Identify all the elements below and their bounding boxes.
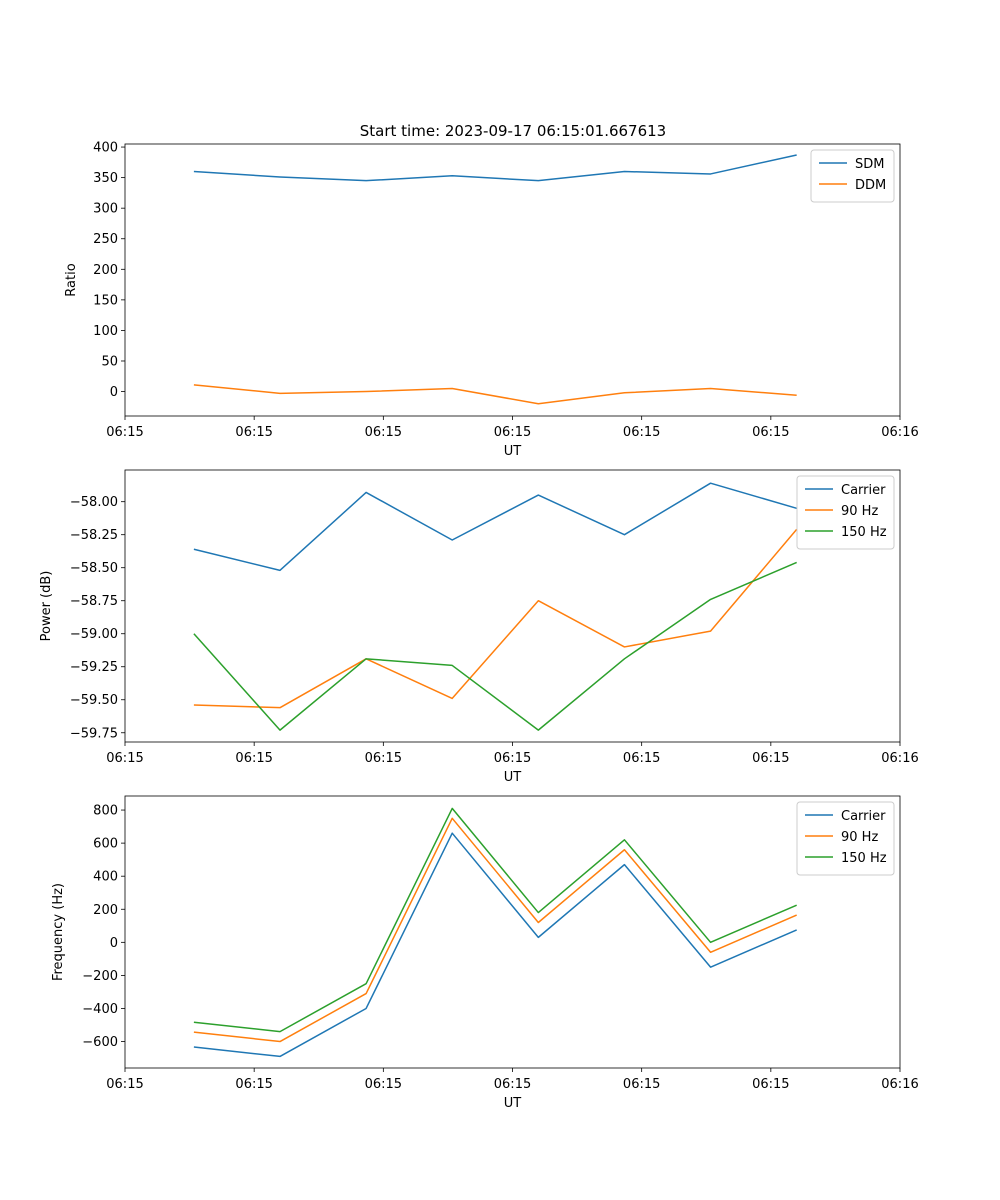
power-chart-y-tick-label: −58.00	[70, 495, 118, 510]
ratio-chart-legend: SDM DDM	[810, 149, 895, 203]
ratio-chart-x-axis-label: UT	[504, 444, 522, 459]
power-chart-x-ticks: 06:15 06:15 06:15 06:15 06:15 06:15 06:16	[106, 742, 919, 766]
power-chart-line-90-hz	[193, 528, 798, 709]
frequency-chart-x-tick-label: 06:16	[881, 1077, 918, 1092]
ratio-chart-x-tick-label: 06:15	[623, 425, 660, 440]
frequency-chart-y-tick-label: 400	[93, 870, 118, 885]
power-chart-legend-label: 90 Hz	[841, 504, 878, 519]
frequency-chart-legend-label: Carrier	[841, 809, 886, 824]
ratio-chart-legend-label: SDM	[855, 157, 884, 172]
power-chart-y-tick-label: −59.75	[70, 726, 118, 741]
ratio-chart-x-tick-label: 06:15	[494, 425, 531, 440]
frequency-chart-line-carrier	[193, 832, 797, 1058]
frequency-chart-x-tick-label: 06:15	[106, 1077, 143, 1092]
power-chart-x-tick-label: 06:16	[881, 751, 918, 766]
power-chart-axes-frame	[124, 469, 901, 743]
frequency-chart-y-tick-label: 800	[93, 804, 118, 819]
ratio-chart-x-tick-label: 06:15	[106, 425, 143, 440]
charts-container: 06:15 06:15 06:15 06:15 06:15 06:15 06:16 0 50 10…	[39, 141, 919, 1111]
ratio-chart-x-tick-label: 06:15	[365, 425, 402, 440]
frequency-chart-series	[193, 807, 797, 1058]
power-chart-y-tick-label: −59.50	[70, 693, 118, 708]
ratio-chart-y-tick-label: 0	[110, 385, 118, 400]
power-chart-x-tick-label: 06:15	[752, 751, 789, 766]
power-chart-y-tick-label: −58.50	[70, 561, 118, 576]
ratio-chart-y-tick-label: 400	[93, 141, 118, 156]
ratio-chart-y-axis-label: Ratio	[64, 263, 79, 296]
ratio-chart-x-tick-label: 06:15	[235, 425, 272, 440]
ratio-chart-x-tick-label: 06:15	[752, 425, 789, 440]
frequency-chart-y-tick-label: 600	[93, 837, 118, 852]
power-chart-y-tick-label: −58.25	[70, 528, 118, 543]
power-chart-x-axis-label: UT	[504, 770, 522, 785]
ratio-chart-y-tick-label: 150	[93, 293, 118, 308]
ratio-chart-x-tick-label: 06:16	[881, 425, 918, 440]
frequency-chart-x-ticks: 06:15 06:15 06:15 06:15 06:15 06:15 06:16	[106, 1068, 919, 1092]
frequency-chart-legend-label: 150 Hz	[841, 851, 887, 866]
ratio-chart-series	[193, 154, 797, 405]
power-chart-legend-label: Carrier	[841, 483, 886, 498]
power-chart-x-tick-label: 06:15	[494, 751, 531, 766]
power-chart-legend: Carrier 90 Hz 150 Hz	[796, 475, 895, 550]
power-chart-y-tick-label: −59.00	[70, 627, 118, 642]
frequency-chart-line-150-hz	[193, 807, 797, 1033]
ratio-chart-x-ticks: 06:15 06:15 06:15 06:15 06:15 06:15 06:16	[106, 416, 919, 440]
power-chart: 06:15 06:15 06:15 06:15 06:15 06:15 06:16 −59.7…	[39, 469, 919, 785]
frequency-chart-x-tick-label: 06:15	[623, 1077, 660, 1092]
frequency-chart-x-tick-label: 06:15	[365, 1077, 402, 1092]
frequency-chart-legend-label: 90 Hz	[841, 830, 878, 845]
frequency-chart-y-tick-label: −400	[82, 1002, 118, 1017]
ratio-chart-y-ticks: 0 50 100 150 200 250 300 350 400	[93, 141, 125, 400]
power-chart-y-ticks: −59.75 −59.50 −59.25 −59.00 −58.75 −58.50 −58.…	[70, 495, 125, 741]
ratio-chart-axes-frame	[124, 143, 901, 417]
frequency-chart-x-axis-label: UT	[504, 1096, 522, 1111]
power-chart-legend-label: 150 Hz	[841, 525, 887, 540]
figure-title: Start time: 2023-09-17 06:15:01.667613	[360, 122, 666, 140]
ratio-chart: 06:15 06:15 06:15 06:15 06:15 06:15 06:16 0 50 10…	[64, 141, 919, 459]
frequency-chart-y-tick-label: −200	[82, 969, 118, 984]
ratio-chart-y-tick-label: 200	[93, 263, 118, 278]
frequency-chart-line-90-hz	[193, 817, 797, 1043]
ratio-chart-y-tick-label: 300	[93, 202, 118, 217]
power-chart-x-tick-label: 06:15	[235, 751, 272, 766]
frequency-chart-y-tick-label: 0	[110, 936, 118, 951]
frequency-chart-y-ticks: −600 −400 −200 0 200 400 600 800	[82, 804, 125, 1050]
power-chart-x-tick-label: 06:15	[106, 751, 143, 766]
frequency-chart-y-tick-label: 200	[93, 903, 118, 918]
ratio-chart-y-tick-label: 250	[93, 232, 118, 247]
power-chart-line-carrier	[193, 482, 797, 572]
ratio-chart-y-tick-label: 50	[101, 354, 118, 369]
power-chart-y-axis-label: Power (dB)	[39, 571, 54, 642]
frequency-chart: 06:15 06:15 06:15 06:15 06:15 06:15 06:16−600−…	[51, 795, 919, 1111]
frequency-chart-x-tick-label: 06:15	[235, 1077, 272, 1092]
frequency-chart-y-tick-label: −600	[82, 1035, 118, 1050]
power-chart-y-tick-label: −58.75	[70, 594, 118, 609]
frequency-chart-x-tick-label: 06:15	[494, 1077, 531, 1092]
ratio-chart-line-sdm	[193, 154, 797, 182]
power-chart-x-tick-label: 06:15	[623, 751, 660, 766]
power-chart-series	[193, 482, 798, 731]
ratio-chart-line-ddm	[193, 384, 797, 405]
power-chart-y-tick-label: −59.25	[70, 660, 118, 675]
power-chart-line-150-hz	[193, 561, 797, 731]
power-chart-x-tick-label: 06:15	[365, 751, 402, 766]
ratio-chart-y-tick-label: 350	[93, 171, 118, 186]
ratio-chart-y-tick-label: 100	[93, 324, 118, 339]
ratio-chart-legend-label: DDM	[855, 178, 886, 193]
frequency-chart-x-tick-label: 06:15	[752, 1077, 789, 1092]
frequency-chart-legend: Carrier 90 Hz 150 Hz	[796, 801, 895, 876]
frequency-chart-y-axis-label: Frequency (Hz)	[51, 883, 66, 981]
